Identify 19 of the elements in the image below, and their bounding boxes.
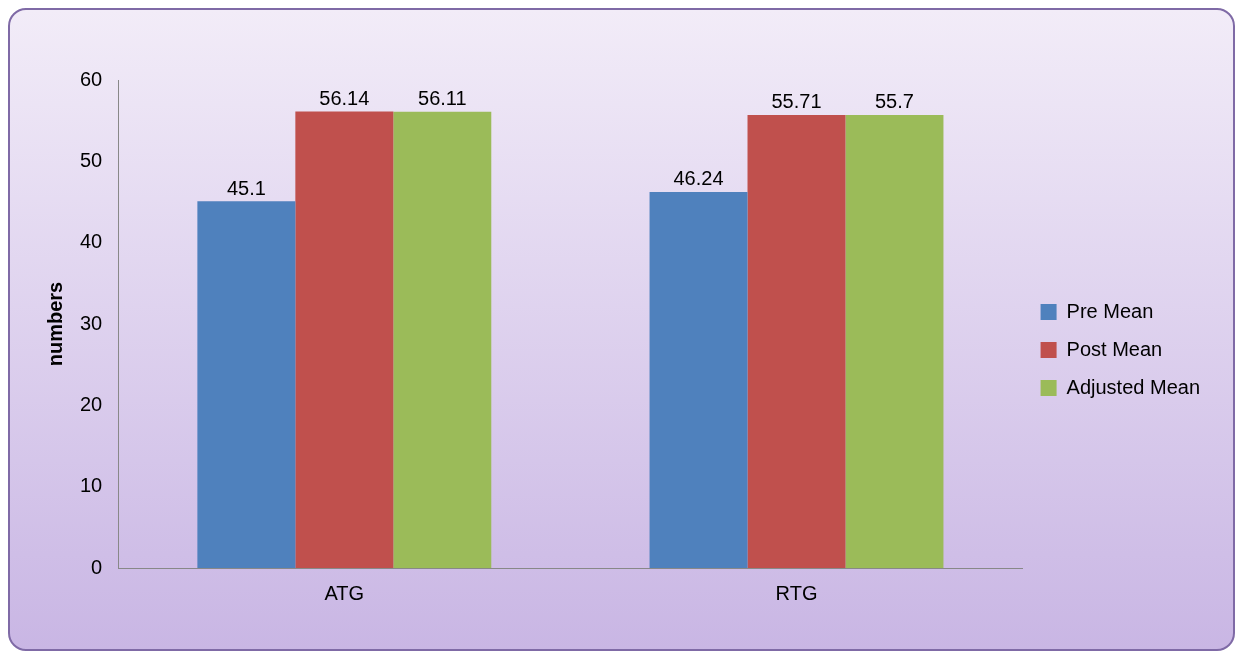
y-tick-label: 20 [80,392,103,415]
data-label: 46.24 [673,167,724,190]
y-tick-label: 10 [80,474,103,497]
data-label: 56.11 [418,87,467,110]
x-tick-label: RTG [775,581,818,604]
y-axis-title: numbers [43,281,66,367]
data-label: 55.71 [771,90,822,113]
y-tick-label: 50 [80,148,103,171]
data-label: 55.7 [875,90,914,113]
y-tick-label: 40 [80,230,103,253]
x-tick-label: ATG [324,581,365,604]
y-tick-label: 60 [80,67,103,90]
y-tick-label: 0 [91,555,103,578]
legend-label: Pre Mean [1066,299,1154,322]
data-label: 45.1 [226,176,266,199]
legend-label: Post Mean [1066,337,1163,360]
legend-label: Adjusted Mean [1066,375,1200,398]
data-label: 56.14 [319,86,370,109]
y-tick-label: 30 [80,311,103,334]
